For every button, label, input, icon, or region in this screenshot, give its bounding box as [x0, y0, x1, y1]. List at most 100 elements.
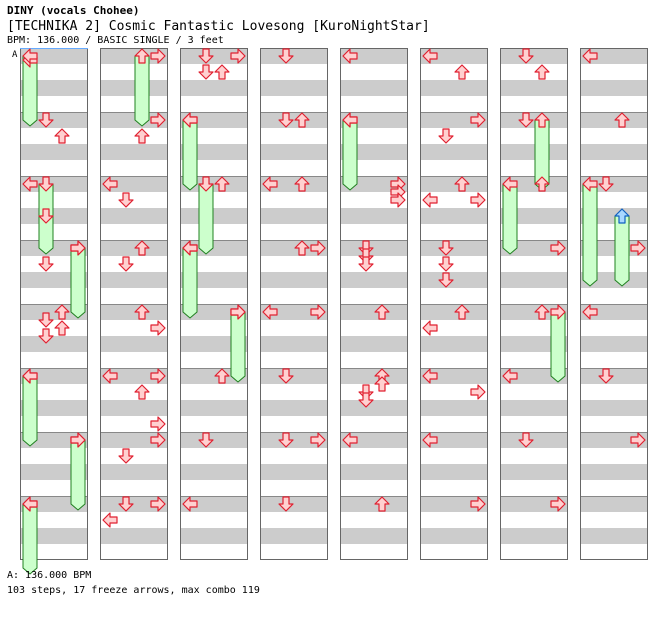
right-arrow: [310, 240, 326, 256]
up-arrow: [134, 128, 150, 144]
right-arrow: [470, 384, 486, 400]
down-arrow: [438, 128, 454, 144]
left-arrow: [422, 320, 438, 336]
beat-stripe: [500, 80, 568, 96]
beat-stripe: [260, 80, 328, 96]
beat-stripe: [260, 176, 328, 192]
beat-stripe: [580, 432, 648, 448]
left-arrow: [22, 368, 38, 384]
beat-stripe: [100, 112, 168, 128]
artist-line: DINY (vocals Chohee): [7, 4, 140, 17]
arrow-shape: [150, 48, 166, 64]
arrow-shape: [358, 392, 374, 408]
right-arrow: [550, 240, 566, 256]
beat-stripe: [260, 304, 328, 320]
down-arrow: [38, 112, 54, 128]
beat-stripe: [580, 144, 648, 160]
arrow-shape: [534, 176, 550, 192]
step-summary: 103 steps, 17 freeze arrows, max combo 1…: [7, 585, 260, 596]
arrow-shape: [214, 368, 230, 384]
beat-stripe: [340, 208, 408, 224]
arrow-shape: [342, 112, 358, 128]
beat-stripe: [100, 304, 168, 320]
beat-stripe: [500, 464, 568, 480]
beat-stripe: [500, 496, 568, 512]
left-arrow: [22, 496, 38, 512]
beat-stripe: [420, 272, 488, 288]
beat-stripe: [260, 368, 328, 384]
arrow-shape: [374, 376, 390, 392]
arrow-shape: [134, 240, 150, 256]
beat-stripe: [420, 176, 488, 192]
freeze-arrow: [22, 375, 38, 447]
arrow-shape: [294, 112, 310, 128]
down-arrow: [118, 192, 134, 208]
arrow-shape: [118, 192, 134, 208]
beat-stripe: [420, 144, 488, 160]
beat-stripe: [260, 144, 328, 160]
right-arrow: [470, 112, 486, 128]
arrow-shape: [134, 384, 150, 400]
down-arrow: [278, 432, 294, 448]
arrow-shape: [230, 48, 246, 64]
down-arrow: [38, 256, 54, 272]
down-arrow: [278, 48, 294, 64]
beat-stripe: [340, 272, 408, 288]
arrow-shape: [550, 496, 566, 512]
beat-stripe: [340, 432, 408, 448]
up-arrow: [54, 304, 70, 320]
down-arrow: [358, 256, 374, 272]
arrow-shape: [150, 320, 166, 336]
freeze-arrow: [70, 247, 86, 319]
beat-stripe: [180, 48, 248, 64]
up-arrow: [534, 176, 550, 192]
right-arrow: [470, 496, 486, 512]
up-arrow: [294, 176, 310, 192]
arrow-shape: [342, 432, 358, 448]
beat-stripe: [420, 112, 488, 128]
beat-stripe: [180, 464, 248, 480]
left-arrow: [502, 368, 518, 384]
beat-stripe: [580, 528, 648, 544]
beat-stripe: [340, 400, 408, 416]
beat-stripe: [500, 432, 568, 448]
right-arrow: [150, 320, 166, 336]
up-arrow: [614, 208, 630, 224]
beat-stripe: [580, 80, 648, 96]
right-arrow: [70, 432, 86, 448]
arrow-shape: [278, 496, 294, 512]
beat-stripe: [260, 48, 328, 64]
down-arrow: [198, 432, 214, 448]
freeze-arrow: [70, 439, 86, 511]
arrow-shape: [118, 496, 134, 512]
arrow-shape: [294, 240, 310, 256]
right-arrow: [150, 496, 166, 512]
arrow-shape: [502, 176, 518, 192]
arrow-shape: [470, 384, 486, 400]
column-border: [340, 48, 408, 560]
down-arrow: [598, 368, 614, 384]
arrow-shape: [278, 432, 294, 448]
left-arrow: [102, 176, 118, 192]
left-arrow: [22, 48, 38, 64]
freeze-arrow: [230, 311, 246, 383]
down-arrow: [278, 368, 294, 384]
arrow-shape: [374, 496, 390, 512]
arrow-shape: [150, 112, 166, 128]
arrow-shape: [54, 304, 70, 320]
arrow-shape: [22, 176, 38, 192]
down-arrow: [198, 176, 214, 192]
left-arrow: [422, 432, 438, 448]
beat-stripe: [100, 496, 168, 512]
beat-stripe: [340, 336, 408, 352]
down-arrow: [518, 48, 534, 64]
arrow-shape: [294, 176, 310, 192]
arrow-shape: [422, 192, 438, 208]
down-arrow: [118, 256, 134, 272]
arrow-shape: [534, 304, 550, 320]
left-arrow: [582, 304, 598, 320]
arrow-shape: [598, 368, 614, 384]
arrow-shape: [438, 240, 454, 256]
up-arrow: [374, 496, 390, 512]
right-arrow: [630, 432, 646, 448]
